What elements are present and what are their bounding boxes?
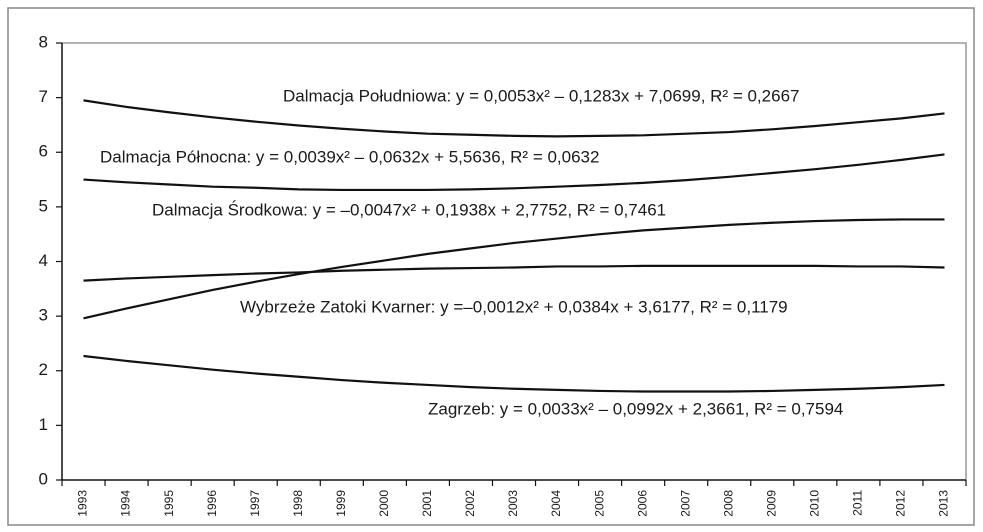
y-tick-label: 2 — [39, 360, 48, 379]
x-tick-label: 2004 — [549, 490, 563, 517]
y-tick-label: 8 — [39, 32, 48, 51]
x-tick-label: 2005 — [592, 490, 606, 517]
y-tick-label: 1 — [39, 415, 48, 434]
x-tick-label: 2003 — [506, 490, 520, 517]
x-tick-label: 1996 — [205, 490, 219, 517]
x-tick-label: 2008 — [721, 490, 735, 517]
y-tick-label: 3 — [39, 306, 48, 325]
annotation: Dalmacja Północna: y = 0,0039x² – 0,0632… — [100, 147, 599, 166]
x-tick-label: 1998 — [291, 490, 305, 517]
x-tick-label: 1993 — [76, 490, 90, 517]
x-tick-label: 2000 — [377, 490, 391, 517]
x-tick-label: 2010 — [808, 490, 822, 517]
x-tick-label: 1994 — [119, 490, 133, 517]
x-tick-label: 2006 — [635, 490, 649, 517]
x-tick-label: 2002 — [463, 490, 477, 517]
x-tick-label: 2012 — [894, 490, 908, 517]
plot-frame — [62, 42, 967, 480]
trend-line — [83, 99, 945, 138]
annotation: Dalmacja Południowa: y = 0,0053x² – 0,12… — [283, 86, 799, 105]
y-tick-label: 5 — [39, 196, 48, 215]
chart-frame — [7, 7, 975, 526]
y-tick-label: 0 — [39, 469, 48, 488]
x-tick-label: 2011 — [851, 490, 865, 516]
x-tick-label: 1995 — [162, 490, 176, 517]
x-tick-label: 2007 — [678, 490, 692, 517]
annotation: Zagrzeb: y = 0,0033x² – 0,0992x + 2,3661… — [428, 399, 843, 418]
x-tick-label: 2009 — [764, 490, 778, 517]
trend-line — [83, 218, 945, 320]
trend-line — [83, 153, 945, 192]
trend-line — [83, 354, 945, 393]
x-tick-label: 2013 — [937, 490, 951, 517]
annotation: Dalmacja Środkowa: y = –0,0047x² + 0,193… — [152, 200, 666, 219]
x-tick-label: 1997 — [248, 490, 262, 517]
annotation: Wybrzeże Zatoki Kvarner: y =–0,0012x² + … — [240, 297, 788, 316]
y-tick-label: 6 — [39, 142, 48, 161]
y-tick-label: 4 — [39, 251, 48, 270]
trend-line — [83, 264, 945, 282]
x-tick-label: 2001 — [420, 490, 434, 517]
x-tick-label: 1999 — [334, 490, 348, 517]
y-tick-label: 7 — [39, 87, 48, 106]
